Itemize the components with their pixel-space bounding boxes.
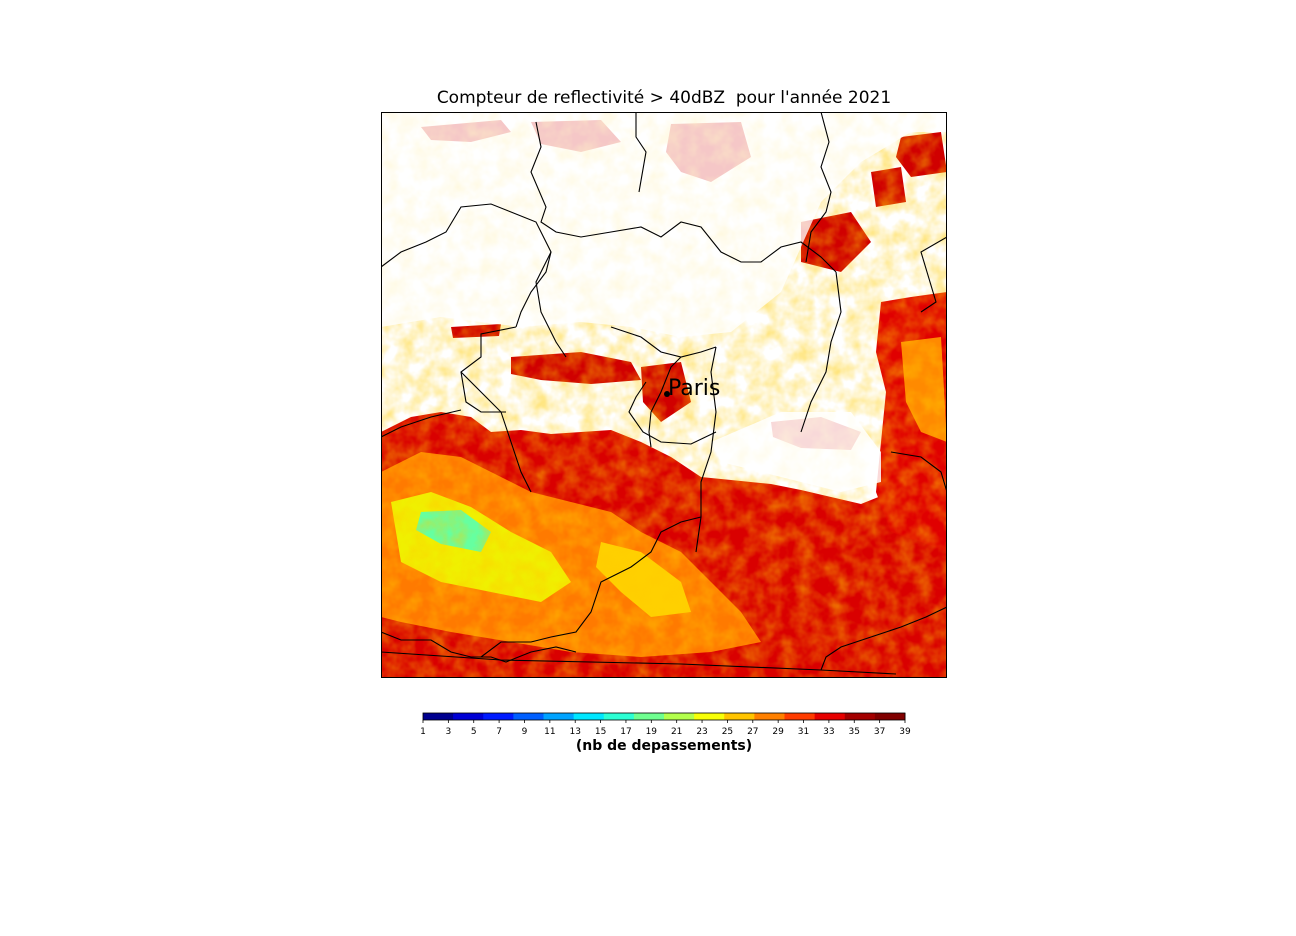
colorbar-tick-label: 35 xyxy=(849,727,860,737)
colorbar-ticks: 1 3 5 7 9 11 13 15 17 19 21 23 25 27 29 31 33 35 37 39 xyxy=(420,720,911,737)
colorbar-tick-label: 23 xyxy=(696,727,707,737)
colorbar-swatches xyxy=(423,713,906,720)
colorbar-tick-label: 27 xyxy=(747,727,758,737)
colorbar-tick-label: 17 xyxy=(620,727,631,737)
colorbar-swatch xyxy=(543,713,575,720)
colorbar-swatch xyxy=(423,713,454,720)
colorbar-tick-label: 5 xyxy=(471,727,477,737)
paris-marker xyxy=(664,391,670,397)
colorbar-tick-label: 21 xyxy=(671,727,682,737)
colorbar-swatch xyxy=(633,713,665,720)
colorbar-tick-label: 15 xyxy=(595,727,606,737)
colorbar-tick-label: 37 xyxy=(874,727,885,737)
map-border xyxy=(381,112,947,678)
colorbar-tick-label: 3 xyxy=(446,727,452,737)
colorbar-swatch xyxy=(453,713,484,720)
colorbar-swatch xyxy=(664,713,695,720)
colorbar-tick-label: 1 xyxy=(420,727,426,737)
map-title: Compteur de reflectivité > 40dBZ pour l'… xyxy=(436,88,892,108)
colorbar-tick-label: 39 xyxy=(899,727,911,737)
colorbar-swatch xyxy=(513,713,544,720)
colorbar-border xyxy=(422,712,906,721)
colorbar-tick-label: 25 xyxy=(722,727,733,737)
colorbar: 1 3 5 7 9 11 13 15 17 19 21 23 25 27 29 31 33 35 37 39 xyxy=(420,712,911,737)
colorbar-tick-label: 7 xyxy=(496,727,502,737)
colorbar-swatch xyxy=(694,713,725,720)
colorbar-label: (nb de depassements) xyxy=(575,738,753,754)
colorbar-swatch xyxy=(844,713,876,720)
colorbar-swatch xyxy=(483,713,514,720)
colorbar-tick-label: 31 xyxy=(798,727,809,737)
city-label-paris: Paris xyxy=(668,376,720,401)
colorbar-swatch xyxy=(814,713,846,720)
colorbar-tick-label: 13 xyxy=(569,727,580,737)
administrative-borders xyxy=(381,112,947,675)
colorbar-tick-label: 9 xyxy=(522,727,528,737)
colorbar-swatch xyxy=(754,713,785,720)
colorbar-tick-label: 33 xyxy=(823,727,834,737)
colorbar-swatch xyxy=(784,713,816,720)
clear-area-north xyxy=(381,112,947,337)
colorbar-tick-label: 29 xyxy=(772,727,784,737)
colorbar-tick-label: 11 xyxy=(544,727,555,737)
colorbar-swatch xyxy=(724,713,755,720)
colorbar-swatch xyxy=(603,713,635,720)
colorbar-tick-label: 19 xyxy=(646,727,658,737)
colorbar-swatch xyxy=(573,713,605,720)
map-area: Paris xyxy=(381,112,947,678)
clear-area-east xyxy=(711,412,881,492)
colorbar-swatch xyxy=(874,713,906,720)
